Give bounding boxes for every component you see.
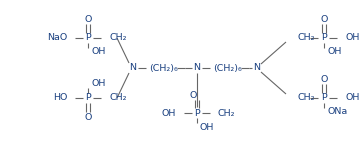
Text: NaO: NaO xyxy=(47,34,67,42)
Text: P: P xyxy=(321,34,327,42)
Text: CH₂: CH₂ xyxy=(109,34,127,42)
Text: CH₂: CH₂ xyxy=(109,93,127,103)
Text: N: N xyxy=(130,63,136,73)
Text: OH: OH xyxy=(162,108,176,118)
Text: O: O xyxy=(84,113,92,121)
Text: OH: OH xyxy=(345,34,359,42)
Text: P: P xyxy=(321,93,327,103)
Text: O: O xyxy=(320,75,328,83)
Text: HO: HO xyxy=(53,93,67,103)
Text: OH: OH xyxy=(200,122,214,131)
Text: O: O xyxy=(84,14,92,24)
Text: P: P xyxy=(194,108,200,118)
Text: CH₂: CH₂ xyxy=(297,93,314,103)
Text: (CH₂)₆: (CH₂)₆ xyxy=(213,63,241,73)
Text: (CH₂)₆: (CH₂)₆ xyxy=(149,63,177,73)
Text: OH: OH xyxy=(345,93,359,103)
Text: N: N xyxy=(253,63,261,73)
Text: P: P xyxy=(85,34,91,42)
Text: O: O xyxy=(320,14,328,24)
Text: OH: OH xyxy=(91,48,105,56)
Text: OH: OH xyxy=(327,48,341,56)
Text: N: N xyxy=(194,63,201,73)
Text: P: P xyxy=(85,93,91,103)
Text: CH₂: CH₂ xyxy=(297,34,314,42)
Text: CH₂: CH₂ xyxy=(218,108,236,118)
Text: O: O xyxy=(189,91,197,100)
Text: ONa: ONa xyxy=(327,107,347,117)
Text: OH: OH xyxy=(91,80,105,89)
